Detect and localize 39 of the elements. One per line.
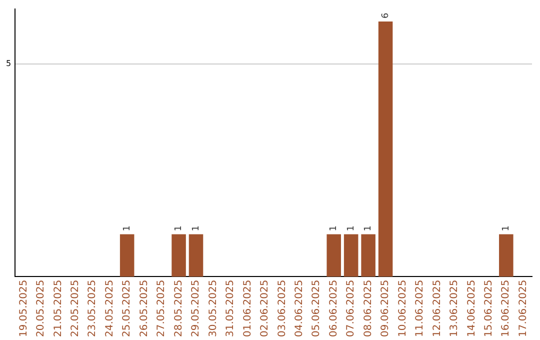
- x-tick-label: 22.05.2025: [70, 280, 81, 338]
- x-tick-label: 21.05.2025: [52, 280, 64, 338]
- x-tick-label: 09.06.2025: [380, 280, 392, 338]
- data-label: 1: [122, 225, 132, 232]
- x-tick-label: 26.05.2025: [138, 280, 150, 338]
- x-tick-label: 10.06.2025: [397, 280, 408, 338]
- x-tick-label: 01.06.2025: [242, 280, 254, 338]
- x-tick-label: 14.06.2025: [466, 280, 478, 338]
- x-tick-label: 07.06.2025: [346, 280, 357, 338]
- data-label: 1: [174, 225, 184, 232]
- x-tick-label: 11.06.2025: [414, 280, 426, 338]
- x-tick-label: 16.06.2025: [500, 280, 512, 338]
- data-label: 1: [364, 225, 374, 232]
- x-tick-label: 19.05.2025: [18, 280, 30, 338]
- data-label: 1: [329, 225, 340, 232]
- data-label: 1: [502, 225, 512, 232]
- x-tick-label: 12.06.2025: [432, 280, 443, 338]
- x-tick-label: 15.06.2025: [484, 280, 495, 338]
- x-tick-label: 06.06.2025: [328, 280, 340, 338]
- x-tick-label: 29.05.2025: [190, 280, 202, 338]
- x-tick-label: 20.05.2025: [36, 280, 47, 338]
- x-tick-label: 31.05.2025: [225, 280, 236, 338]
- data-label: 1: [346, 225, 356, 232]
- x-tick-label: 05.06.2025: [311, 280, 322, 338]
- x-tick-label: 02.06.2025: [260, 280, 271, 338]
- x-tick-label: 04.06.2025: [294, 280, 305, 338]
- x-tick-label: 08.06.2025: [362, 280, 374, 338]
- x-tick-label: 24.05.2025: [104, 280, 116, 338]
- y-tick-label: 5: [6, 59, 12, 68]
- x-tick-label: 30.05.2025: [208, 280, 219, 338]
- x-tick-label: 23.05.2025: [87, 280, 98, 338]
- x-tick-label: 27.05.2025: [156, 280, 168, 338]
- x-tick-label: 03.06.2025: [276, 280, 288, 338]
- data-label: 1: [191, 225, 202, 232]
- data-label: 6: [380, 12, 391, 19]
- x-tick-label: 25.05.2025: [122, 280, 133, 338]
- x-tick-label: 28.05.2025: [173, 280, 184, 338]
- x-tick-label: 13.06.2025: [449, 280, 460, 338]
- x-tick-label: 17.06.2025: [518, 280, 529, 338]
